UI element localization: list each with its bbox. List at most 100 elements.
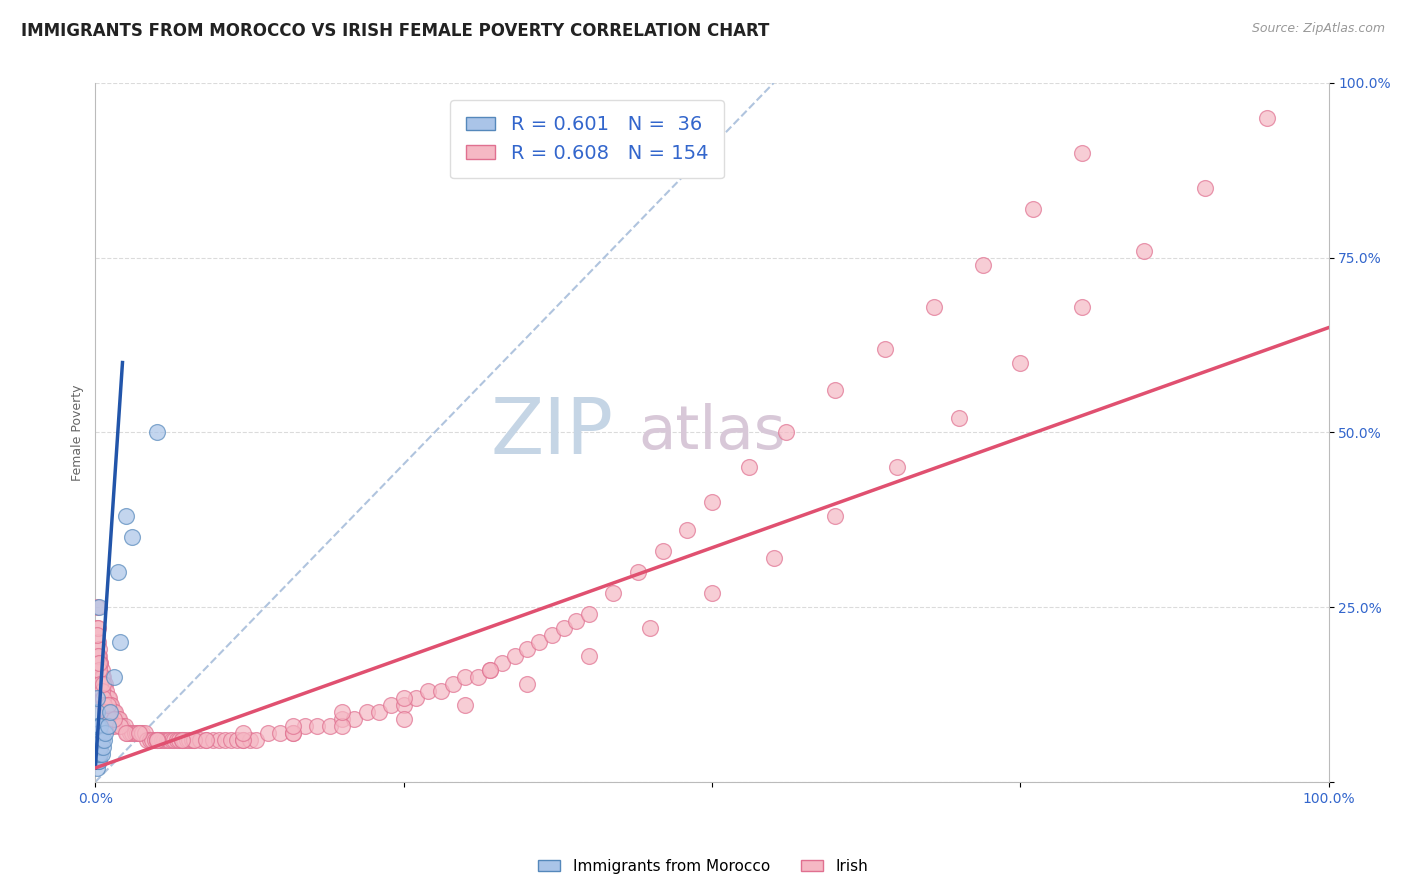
- Point: [87, 621, 110, 635]
- Point: [602, 586, 624, 600]
- Point: [134, 726, 156, 740]
- Point: [651, 544, 673, 558]
- Point: [380, 698, 402, 712]
- Point: [972, 258, 994, 272]
- Point: [170, 733, 193, 747]
- Point: [91, 670, 114, 684]
- Point: [90, 670, 112, 684]
- Point: [886, 460, 908, 475]
- Point: [578, 649, 600, 664]
- Point: [948, 411, 970, 425]
- Point: [94, 705, 117, 719]
- Point: [143, 733, 166, 747]
- Point: [700, 586, 723, 600]
- Point: [97, 691, 120, 706]
- Point: [441, 677, 464, 691]
- Point: [392, 691, 415, 706]
- Point: [1010, 355, 1032, 369]
- Point: [281, 719, 304, 733]
- Point: [429, 684, 451, 698]
- Point: [89, 739, 111, 754]
- Point: [454, 670, 477, 684]
- Point: [93, 698, 115, 712]
- Point: [238, 733, 260, 747]
- Point: [392, 712, 415, 726]
- Point: [114, 719, 136, 733]
- Legend: Immigrants from Morocco, Irish: Immigrants from Morocco, Irish: [531, 853, 875, 880]
- Point: [146, 425, 169, 440]
- Point: [86, 761, 108, 775]
- Point: [94, 726, 117, 740]
- Point: [87, 719, 110, 733]
- Point: [516, 677, 538, 691]
- Point: [1071, 145, 1094, 160]
- Point: [922, 300, 945, 314]
- Point: [87, 747, 110, 761]
- Point: [540, 628, 562, 642]
- Point: [676, 523, 699, 537]
- Point: [118, 726, 141, 740]
- Point: [103, 712, 125, 726]
- Point: [553, 621, 575, 635]
- Point: [87, 726, 110, 740]
- Point: [86, 726, 108, 740]
- Point: [87, 663, 110, 677]
- Point: [87, 656, 110, 670]
- Point: [103, 705, 125, 719]
- Point: [107, 712, 129, 726]
- Point: [128, 726, 150, 740]
- Point: [98, 712, 121, 726]
- Text: Source: ZipAtlas.com: Source: ZipAtlas.com: [1251, 22, 1385, 36]
- Point: [101, 705, 124, 719]
- Point: [87, 754, 110, 768]
- Point: [479, 663, 502, 677]
- Point: [153, 733, 176, 747]
- Point: [98, 705, 121, 719]
- Point: [195, 733, 218, 747]
- Point: [183, 733, 205, 747]
- Point: [503, 649, 526, 664]
- Point: [108, 719, 131, 733]
- Point: [627, 566, 650, 580]
- Point: [136, 733, 159, 747]
- Point: [86, 754, 108, 768]
- Point: [1194, 181, 1216, 195]
- Point: [368, 705, 391, 719]
- Point: [173, 733, 195, 747]
- Point: [343, 712, 366, 726]
- Point: [269, 726, 291, 740]
- Point: [94, 677, 117, 691]
- Point: [356, 705, 378, 719]
- Point: [281, 726, 304, 740]
- Point: [738, 460, 761, 475]
- Point: [86, 747, 108, 761]
- Point: [219, 733, 242, 747]
- Point: [1132, 244, 1154, 258]
- Point: [97, 691, 120, 706]
- Point: [1256, 111, 1278, 125]
- Point: [89, 747, 111, 761]
- Point: [146, 733, 169, 747]
- Point: [87, 747, 110, 761]
- Point: [232, 726, 254, 740]
- Point: [1071, 300, 1094, 314]
- Point: [97, 712, 120, 726]
- Point: [208, 733, 231, 747]
- Point: [214, 733, 236, 747]
- Point: [91, 739, 114, 754]
- Point: [232, 733, 254, 747]
- Point: [177, 733, 200, 747]
- Point: [105, 712, 128, 726]
- Point: [87, 733, 110, 747]
- Point: [89, 677, 111, 691]
- Point: [131, 726, 153, 740]
- Point: [87, 754, 110, 768]
- Point: [104, 705, 127, 719]
- Point: [128, 726, 150, 740]
- Point: [86, 739, 108, 754]
- Point: [166, 733, 188, 747]
- Point: [146, 733, 169, 747]
- Point: [117, 726, 139, 740]
- Point: [87, 739, 110, 754]
- Point: [176, 733, 198, 747]
